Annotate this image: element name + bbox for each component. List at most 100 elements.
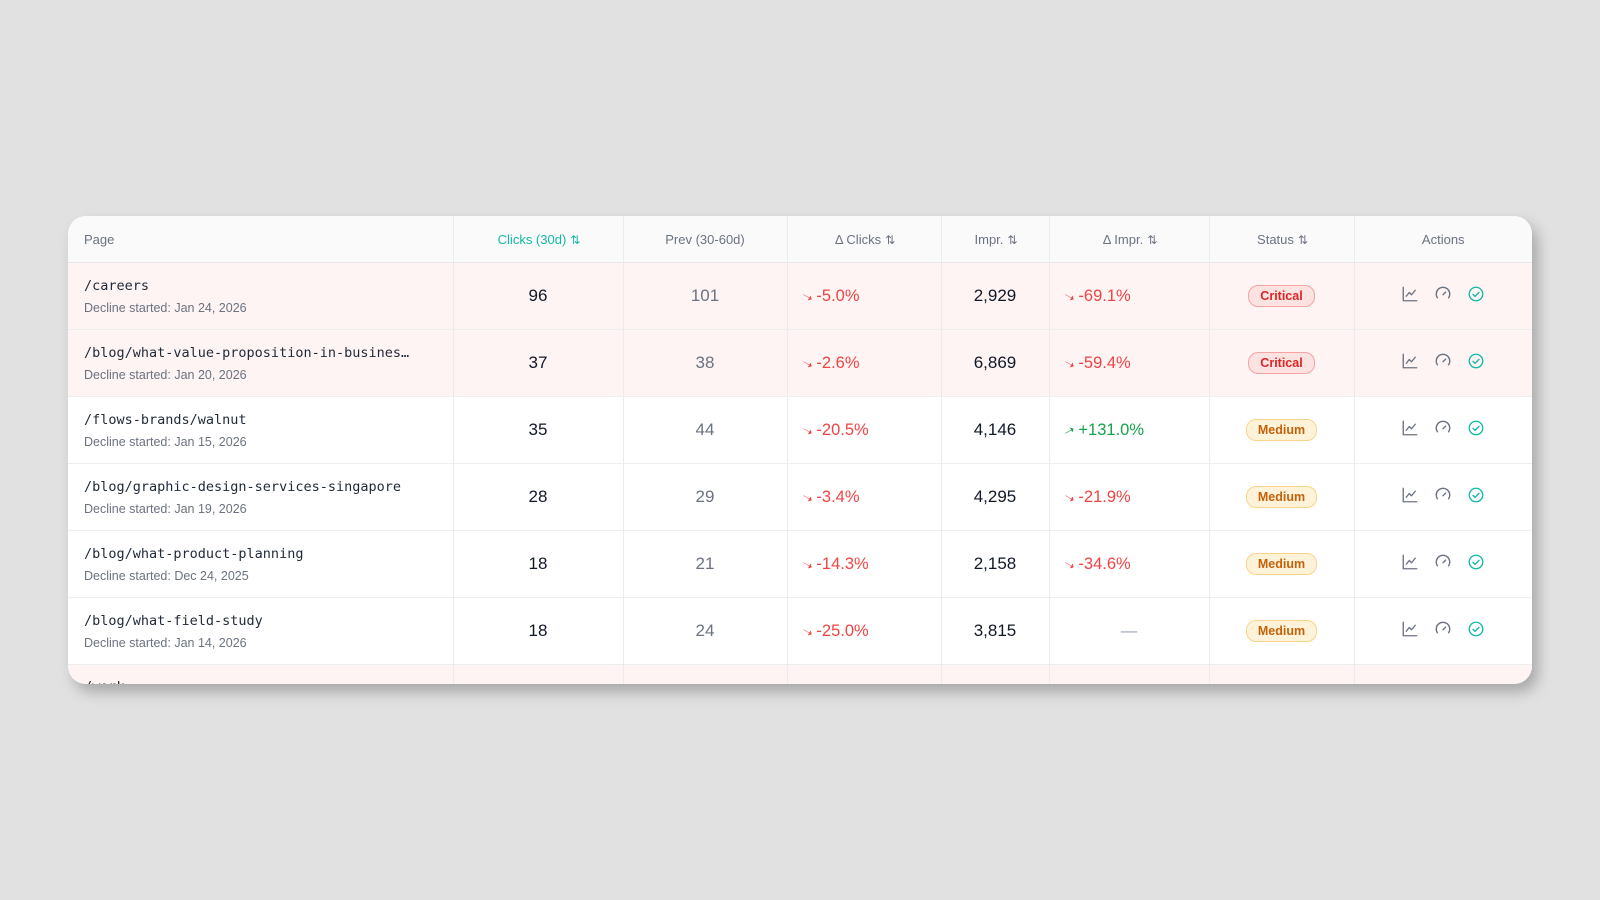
status-cell: Medium	[1209, 597, 1355, 665]
empty-cell	[453, 664, 624, 684]
delta-clicks-value: -25.0%	[816, 621, 869, 640]
gauge-icon[interactable]	[1434, 351, 1453, 370]
trend-down-icon: ➝	[798, 286, 816, 306]
check-circle-icon[interactable]	[1467, 351, 1486, 370]
line-chart-icon[interactable]	[1401, 284, 1420, 303]
empty-cell	[941, 664, 1050, 684]
delta-clicks-cell: ➝-5.0%	[787, 262, 942, 330]
trend-down-icon: ➝	[798, 487, 816, 507]
header-actions: Actions	[1354, 216, 1532, 263]
table-row[interactable]: /blog/what-product-planning Decline star…	[68, 530, 1532, 598]
header-status[interactable]: Status ⇅	[1209, 216, 1355, 263]
prev-clicks-value: 44	[623, 396, 788, 464]
delta-clicks-cell: ➝-2.6%	[787, 329, 942, 397]
header-page: Page	[68, 216, 454, 263]
line-chart-icon[interactable]	[1401, 619, 1420, 638]
declining-pages-card: Page Clicks (30d) ⇅ Prev (30-60d) Δ Click…	[68, 216, 1532, 684]
page-path[interactable]: /blog/what-value-proposition-in-business…	[84, 344, 414, 361]
trend-down-icon: ➝	[798, 420, 816, 440]
delta-impr-cell: ➝+131.0%	[1049, 396, 1210, 464]
sort-icon: ⇅	[1147, 232, 1157, 247]
page-path[interactable]: /blog/graphic-design-services-singapore	[84, 478, 401, 495]
delta-impr-cell: —	[1049, 597, 1210, 665]
decline-date: Decline started: Jan 20, 2026	[84, 367, 247, 382]
header-impr[interactable]: Impr. ⇅	[941, 216, 1050, 263]
clicks-value: 28	[453, 463, 624, 531]
table-row[interactable]: /work	[68, 664, 1532, 684]
status-cell: Critical	[1209, 329, 1355, 397]
prev-clicks-value: 24	[623, 597, 788, 665]
delta-impr-value: -69.1%	[1078, 286, 1131, 305]
declining-pages-table: Page Clicks (30d) ⇅ Prev (30-60d) Δ Click…	[68, 216, 1532, 684]
trend-down-icon: ➝	[1060, 353, 1078, 373]
gauge-icon[interactable]	[1434, 619, 1453, 638]
actions-cell	[1354, 329, 1532, 397]
decline-date: Decline started: Jan 19, 2026	[84, 501, 247, 516]
page-cell: /blog/what-value-proposition-in-business…	[68, 329, 454, 397]
actions-cell	[1354, 597, 1532, 665]
delta-impr-value: +131.0%	[1078, 420, 1145, 439]
status-badge: Critical	[1248, 285, 1315, 307]
check-circle-icon[interactable]	[1467, 485, 1486, 504]
page-path[interactable]: /work	[84, 679, 414, 684]
line-chart-icon[interactable]	[1401, 552, 1420, 571]
line-chart-icon[interactable]	[1401, 418, 1420, 437]
clicks-value: 96	[453, 262, 624, 330]
page-path[interactable]: /blog/what-product-planning	[84, 545, 304, 562]
line-chart-icon[interactable]	[1401, 351, 1420, 370]
trend-down-icon: ➝	[1060, 554, 1078, 574]
header-prev: Prev (30-60d)	[623, 216, 788, 263]
delta-clicks-value: -20.5%	[816, 420, 869, 439]
empty-cell	[623, 664, 788, 684]
impressions-value: 4,146	[941, 396, 1050, 464]
table-row[interactable]: /blog/what-value-proposition-in-business…	[68, 329, 1532, 397]
impressions-value: 2,158	[941, 530, 1050, 598]
decline-date: Decline started: Jan 15, 2026	[84, 434, 247, 449]
clicks-value: 18	[453, 597, 624, 665]
gauge-icon[interactable]	[1434, 284, 1453, 303]
header-clicks[interactable]: Clicks (30d) ⇅	[453, 216, 624, 263]
check-circle-icon[interactable]	[1467, 418, 1486, 437]
page-path[interactable]: /flows-brands/walnut	[84, 411, 247, 428]
header-delta-clicks[interactable]: Δ Clicks ⇅	[787, 216, 942, 263]
line-chart-icon[interactable]	[1401, 485, 1420, 504]
delta-impr-cell: ➝-59.4%	[1049, 329, 1210, 397]
empty-cell	[1209, 664, 1355, 684]
status-badge: Medium	[1245, 486, 1318, 508]
actions-cell	[1354, 262, 1532, 330]
check-circle-icon[interactable]	[1467, 552, 1486, 571]
status-cell: Medium	[1209, 396, 1355, 464]
check-circle-icon[interactable]	[1467, 284, 1486, 303]
page-cell: /careers Decline started: Jan 24, 2026	[68, 262, 454, 330]
delta-clicks-value: -2.6%	[816, 353, 860, 372]
table-row[interactable]: /blog/graphic-design-services-singapore …	[68, 463, 1532, 531]
decline-date: Decline started: Jan 24, 2026	[84, 300, 247, 315]
delta-clicks-value: -5.0%	[816, 286, 860, 305]
prev-clicks-value: 29	[623, 463, 788, 531]
delta-clicks-cell: ➝-25.0%	[787, 597, 942, 665]
header-delta-impr[interactable]: Δ Impr. ⇅	[1049, 216, 1210, 263]
impressions-value: 4,295	[941, 463, 1050, 531]
page-path[interactable]: /blog/what-field-study	[84, 612, 263, 629]
delta-clicks-cell: ➝-20.5%	[787, 396, 942, 464]
actions-cell	[1354, 463, 1532, 531]
delta-clicks-cell: ➝-3.4%	[787, 463, 942, 531]
trend-down-icon: ➝	[798, 353, 816, 373]
empty-cell	[787, 664, 942, 684]
clicks-value: 18	[453, 530, 624, 598]
page-cell: /blog/what-product-planning Decline star…	[68, 530, 454, 598]
gauge-icon[interactable]	[1434, 485, 1453, 504]
delta-clicks-cell: ➝-14.3%	[787, 530, 942, 598]
check-circle-icon[interactable]	[1467, 619, 1486, 638]
page-path[interactable]: /careers	[84, 277, 150, 294]
delta-impr-value: -34.6%	[1078, 554, 1131, 573]
decline-date: Decline started: Dec 24, 2025	[84, 568, 249, 583]
table-row[interactable]: /blog/what-field-study Decline started: …	[68, 597, 1532, 665]
empty-cell	[1354, 664, 1532, 684]
page-cell: /work	[68, 664, 454, 684]
gauge-icon[interactable]	[1434, 418, 1453, 437]
table-row[interactable]: /careers Decline started: Jan 24, 2026 9…	[68, 262, 1532, 330]
gauge-icon[interactable]	[1434, 552, 1453, 571]
page-cell: /flows-brands/walnut Decline started: Ja…	[68, 396, 454, 464]
table-row[interactable]: /flows-brands/walnut Decline started: Ja…	[68, 396, 1532, 464]
